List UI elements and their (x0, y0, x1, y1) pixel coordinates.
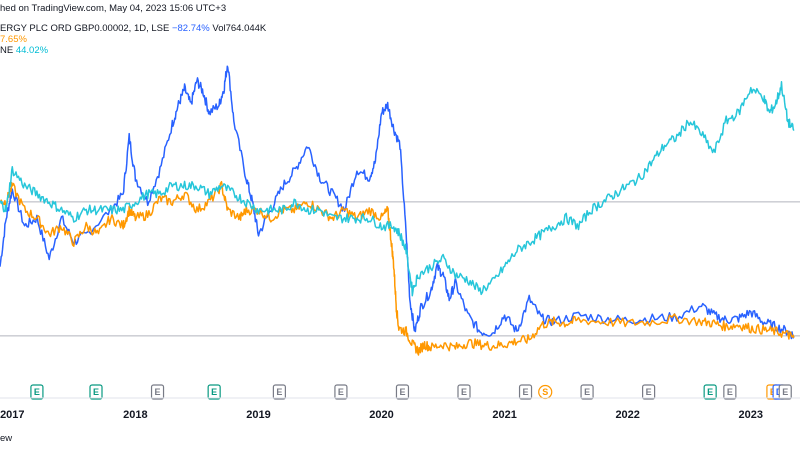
event-marker-label: E (523, 387, 529, 397)
event-marker-1[interactable]: E (89, 384, 103, 400)
event-marker-shape (703, 384, 717, 400)
event-marker-9[interactable]: S (538, 384, 553, 400)
x-tick-label: 2017 (0, 409, 24, 421)
event-marker-7[interactable]: E (457, 384, 471, 400)
event-marker-label: E (155, 387, 161, 397)
x-tick-label: 2020 (369, 409, 393, 421)
x-tick-label: 2021 (492, 409, 516, 421)
series-line-blue (0, 65, 795, 340)
events-layer: EEEEEEEEESEEEEEDE (30, 384, 792, 400)
event-marker-3[interactable]: E (207, 384, 221, 400)
x-tick-label: 2018 (123, 409, 147, 421)
event-marker-shape (334, 384, 348, 400)
x-tick-label: 2019 (246, 409, 270, 421)
event-marker-shape (207, 384, 221, 400)
event-marker-shape (272, 384, 286, 400)
series-layer (0, 65, 795, 356)
event-marker-label: E (727, 387, 733, 397)
event-marker-shape (395, 384, 410, 400)
event-marker-shape (518, 384, 533, 400)
event-marker-shape (642, 384, 656, 400)
event-marker-11[interactable]: E (642, 384, 656, 400)
event-marker-label: E (93, 387, 99, 397)
time-axis: 2017 2018 2019 2020 2021 2022 2023 (0, 409, 763, 421)
event-marker-shape (457, 384, 471, 400)
event-marker-13[interactable]: E (723, 384, 737, 400)
symbol-label: ERGY PLC ORD GBP0.00002, 1D, LSE (0, 23, 170, 34)
x-tick-label: 2022 (615, 409, 639, 421)
event-marker-label: E (584, 387, 590, 397)
event-marker-10[interactable]: E (580, 384, 594, 400)
event-marker-2[interactable]: E (150, 384, 165, 400)
event-marker-label: E (338, 387, 344, 397)
event-marker-4[interactable]: E (272, 384, 286, 400)
legend-row-main[interactable]: ERGY PLC ORD GBP0.00002, 1D, LSE −82.74%… (0, 23, 266, 34)
event-marker-label: E (34, 387, 40, 397)
series-line-orange (0, 180, 795, 356)
third-series-name: NE (0, 45, 14, 56)
event-marker-label: E (461, 387, 467, 397)
footer-text: ew (0, 433, 13, 444)
symbol-change: −82.74% (171, 23, 210, 34)
event-marker-label: E (707, 387, 713, 397)
event-marker-label: S (542, 387, 548, 397)
event-marker-5[interactable]: E (334, 384, 348, 400)
event-marker-label: E (211, 387, 217, 397)
legend-row-second[interactable]: 7.65% (0, 34, 27, 45)
event-marker-label: E (276, 387, 282, 397)
event-marker-shape (30, 384, 44, 400)
event-marker-shape (89, 384, 103, 400)
event-marker-12[interactable]: E (703, 384, 717, 400)
event-marker-16[interactable]: E (778, 384, 792, 400)
event-marker-shape (778, 384, 792, 400)
x-tick-label: 2023 (739, 409, 763, 421)
event-marker-label: E (399, 387, 405, 397)
third-series-change: 44.02% (15, 45, 49, 56)
event-marker-shape (150, 384, 165, 400)
event-marker-6[interactable]: E (395, 384, 410, 400)
reference-lines (0, 201, 800, 337)
legend-row-third[interactable]: NE 44.02% (0, 45, 48, 56)
event-marker-label: E (782, 387, 788, 397)
event-marker-shape (580, 384, 594, 400)
series-line-teal (0, 81, 795, 297)
event-marker-8[interactable]: E (518, 384, 533, 400)
event-marker-shape (723, 384, 737, 400)
event-marker-label: E (646, 387, 652, 397)
volume-label: Vol764.044K (212, 23, 267, 34)
second-series-change: 7.65% (0, 34, 27, 45)
publish-info: hed on TradingView.com, May 04, 2023 15:… (0, 3, 227, 14)
event-marker-0[interactable]: E (30, 384, 44, 400)
